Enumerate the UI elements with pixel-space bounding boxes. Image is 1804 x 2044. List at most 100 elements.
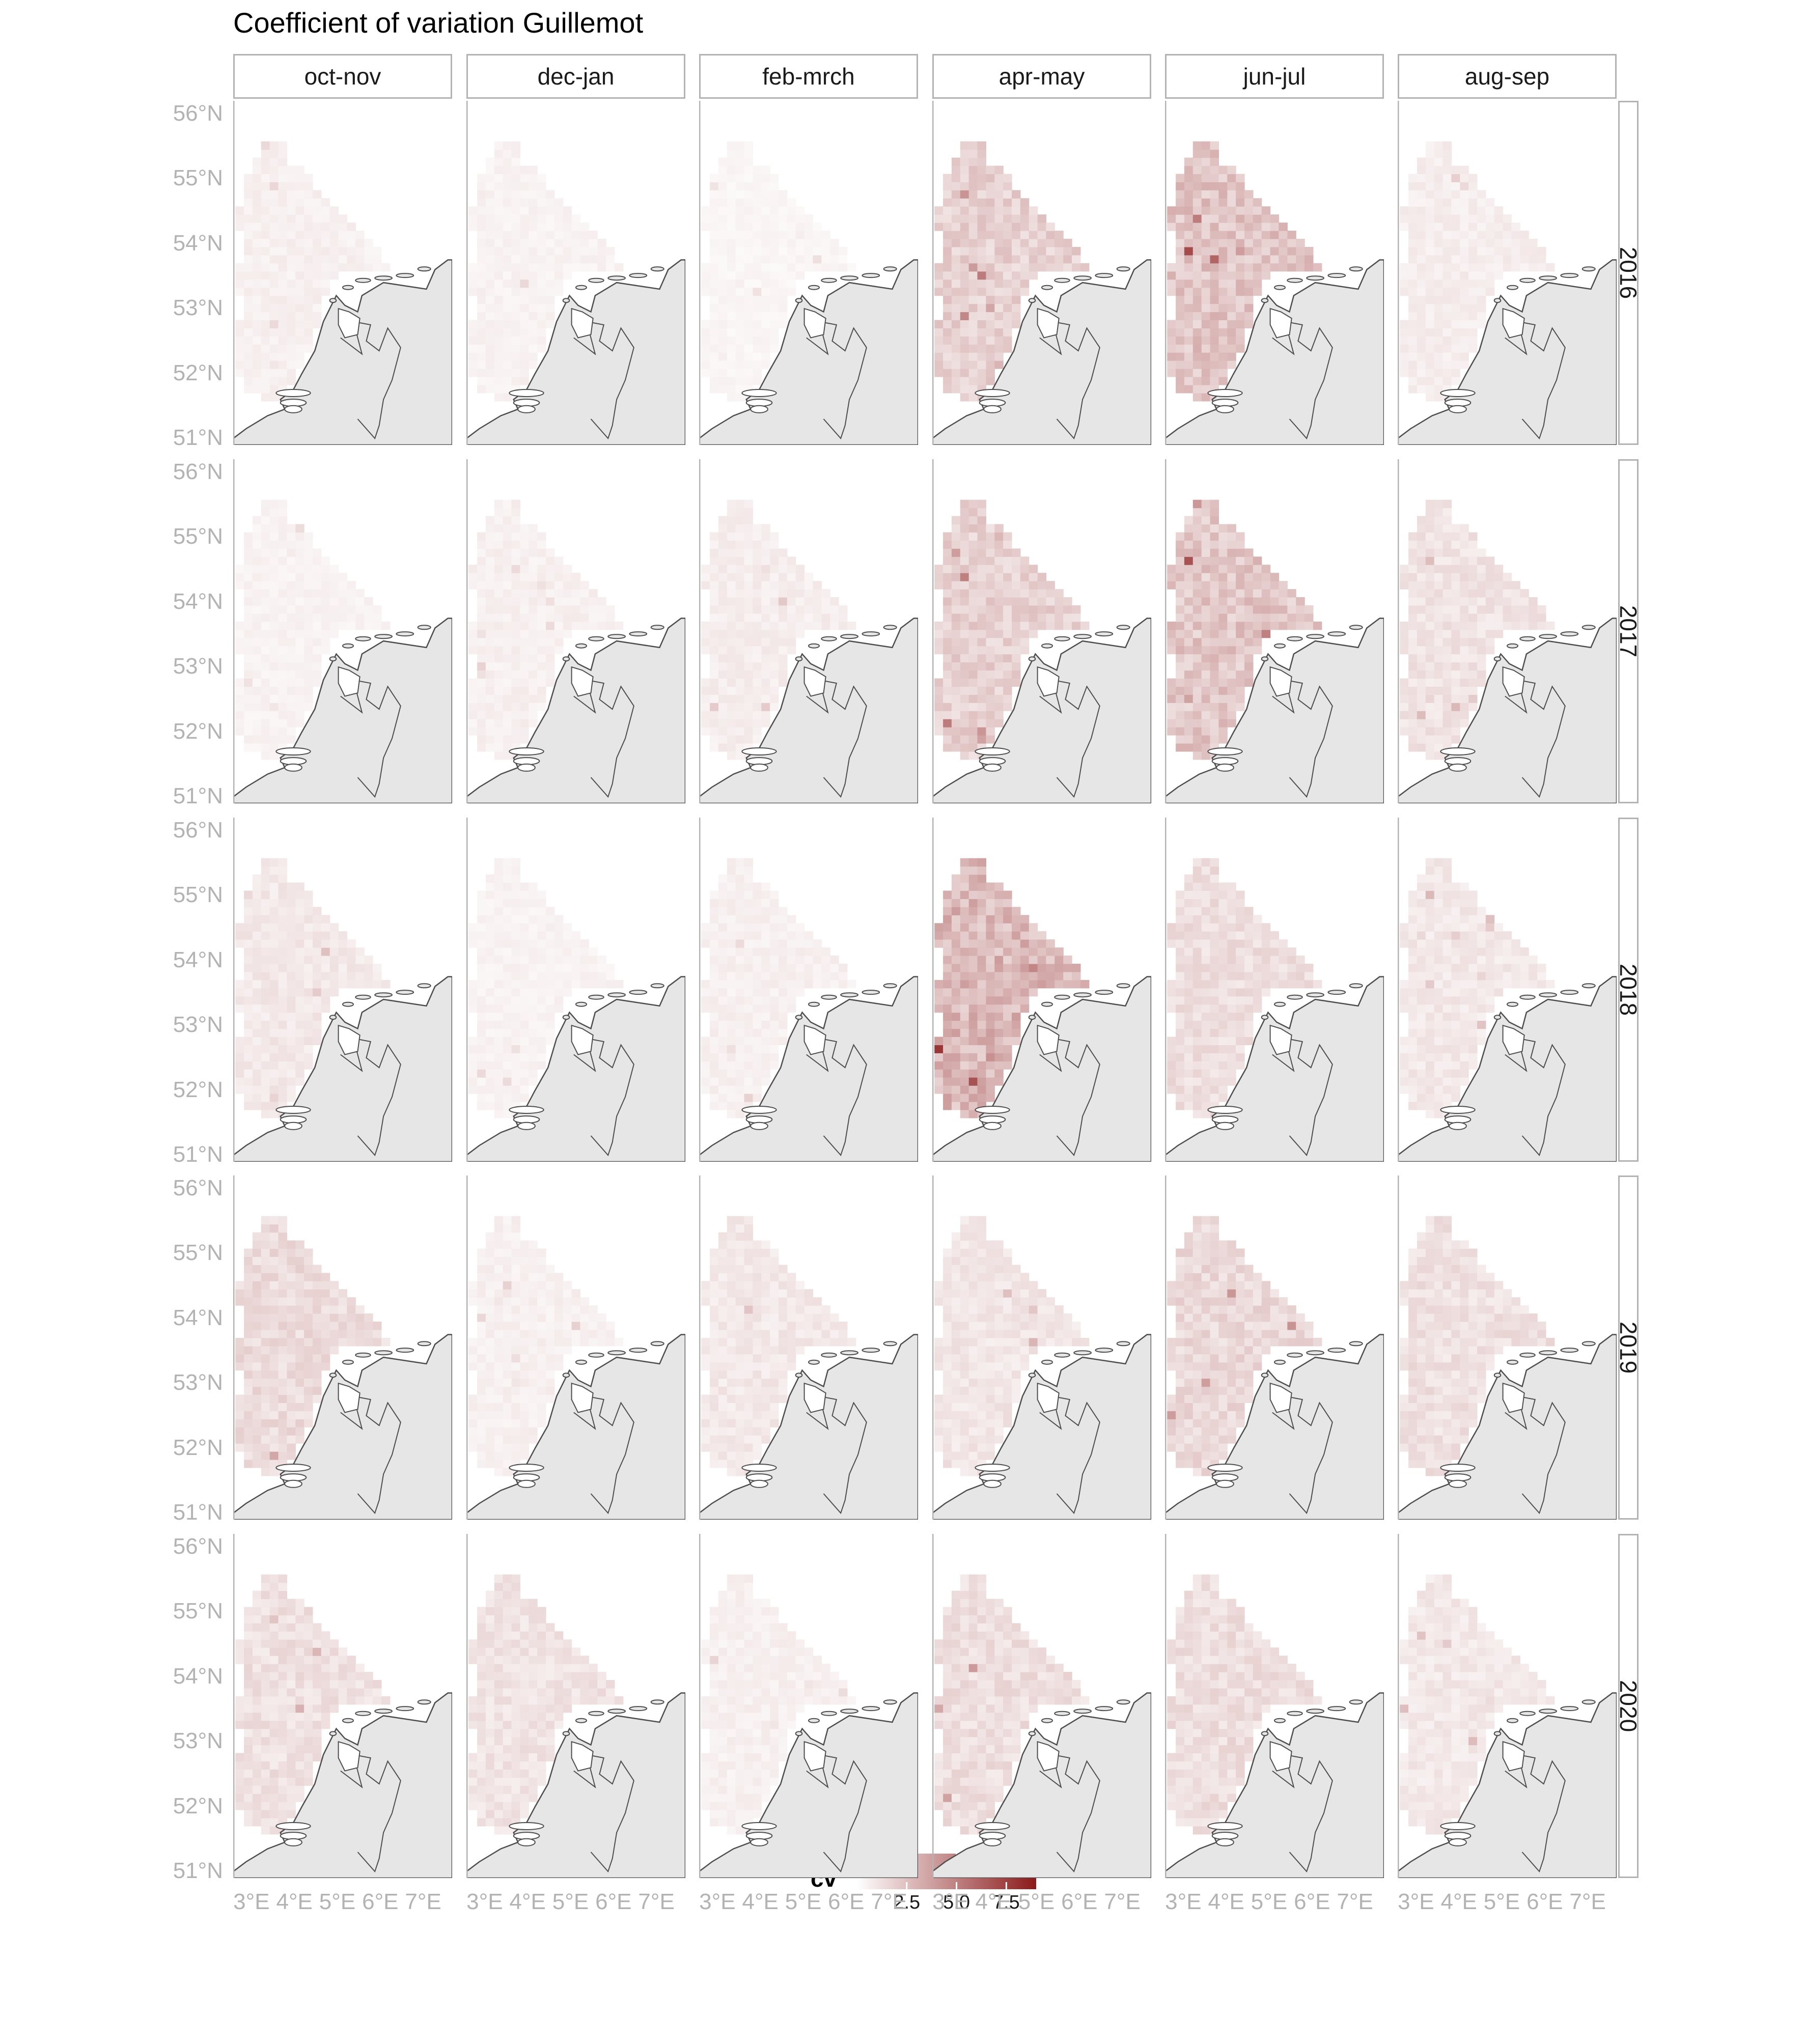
cv-cell	[329, 573, 339, 581]
cv-cell	[994, 694, 1004, 703]
cv-cell	[1210, 303, 1219, 313]
cv-cell	[727, 703, 736, 711]
cv-cell	[968, 532, 978, 541]
cv-cell	[287, 964, 296, 972]
cv-cell	[1003, 312, 1012, 320]
cv-cell	[1218, 352, 1228, 361]
cv-cell	[546, 939, 555, 948]
cv-cell	[951, 605, 961, 614]
cv-cell	[951, 1028, 961, 1037]
cv-cell	[589, 263, 598, 272]
y-tick-label: 51°N	[173, 425, 223, 451]
cv-cell	[1184, 279, 1194, 288]
cv-cell	[477, 947, 486, 956]
island	[1095, 273, 1114, 278]
cv-cell	[347, 581, 356, 590]
cv-cell	[1184, 654, 1194, 663]
estuary	[275, 389, 311, 397]
cv-cell	[744, 931, 753, 940]
cv-cell	[1167, 279, 1176, 288]
cv-cell	[537, 890, 546, 899]
cv-cell	[1468, 312, 1478, 320]
cv-cell	[503, 735, 512, 744]
cv-cell	[1400, 637, 1409, 647]
cv-cell	[1192, 678, 1202, 687]
cv-cell	[1012, 214, 1021, 223]
cv-cell	[261, 907, 270, 915]
cv-cell	[520, 239, 529, 247]
cv-cell	[1434, 751, 1444, 760]
cv-cell	[477, 923, 486, 932]
cv-cell	[718, 532, 728, 541]
cv-cell	[761, 589, 770, 598]
cv-cell	[1218, 336, 1228, 345]
y-tick-label: 55°N	[173, 882, 223, 908]
cv-cell	[1244, 597, 1254, 606]
y-tick-label: 54°N	[173, 230, 223, 256]
cv-cell	[1400, 629, 1409, 638]
cv-cell	[554, 1004, 564, 1013]
cv-cell	[252, 516, 262, 525]
cv-cell	[943, 247, 952, 256]
cv-cell	[1408, 597, 1418, 606]
cv-cell	[304, 1061, 313, 1070]
cv-cell	[977, 1077, 986, 1086]
cv-cell	[977, 239, 986, 247]
cv-cell	[934, 694, 943, 703]
cv-cell	[1012, 646, 1021, 655]
cv-cell	[304, 646, 313, 655]
island	[355, 994, 371, 1000]
cv-cell	[606, 605, 615, 614]
cv-cell	[520, 1053, 529, 1061]
cv-cell	[779, 907, 788, 915]
cv-cell	[977, 1045, 986, 1053]
cv-cell	[1468, 548, 1478, 557]
cv-cell	[943, 287, 952, 296]
cv-cell	[329, 629, 339, 638]
cv-cell	[287, 719, 296, 727]
cv-cell	[252, 1028, 262, 1037]
cv-cell	[1176, 532, 1185, 541]
cv-cell	[1210, 247, 1219, 256]
cv-cell	[494, 1020, 504, 1029]
cv-cell	[503, 1020, 512, 1029]
cv-cell	[753, 735, 762, 744]
cv-cell	[329, 621, 339, 630]
cv-cell	[727, 1069, 736, 1078]
cv-cell	[338, 214, 348, 223]
cv-cell	[252, 1012, 262, 1021]
cv-cell	[968, 735, 978, 744]
cv-cell	[977, 377, 986, 385]
cv-cell	[520, 255, 529, 264]
cv-cell	[1434, 597, 1444, 606]
cv-cell	[477, 247, 486, 256]
cv-cell	[244, 556, 253, 565]
cv-cell	[994, 565, 1004, 573]
cv-cell	[1037, 613, 1047, 622]
cv-cell	[795, 581, 805, 590]
cv-cell	[485, 646, 495, 655]
cv-cell	[735, 686, 745, 695]
cv-cell	[1494, 263, 1504, 272]
cv-cell	[597, 956, 606, 964]
cv-cell	[1400, 369, 1409, 377]
cv-cell	[1176, 369, 1185, 377]
cv-cell	[1003, 1028, 1012, 1037]
cv-cell	[468, 581, 478, 590]
cv-cell	[503, 979, 512, 989]
cv-cell	[529, 678, 538, 687]
cv-cell	[1037, 581, 1047, 590]
cv-cell	[744, 1053, 753, 1061]
cv-cell	[977, 222, 986, 231]
cv-cell	[761, 190, 770, 199]
cv-cell	[347, 939, 356, 948]
cv-cell	[1425, 613, 1435, 622]
cv-cell	[960, 312, 969, 320]
cv-cell	[295, 939, 304, 948]
cv-cell	[1012, 654, 1021, 663]
cv-cell	[269, 686, 279, 695]
x-tick-label: 4°E	[742, 1889, 779, 1914]
cv-cell	[520, 1077, 529, 1086]
cv-cell	[529, 931, 538, 940]
cv-cell	[269, 1061, 279, 1070]
